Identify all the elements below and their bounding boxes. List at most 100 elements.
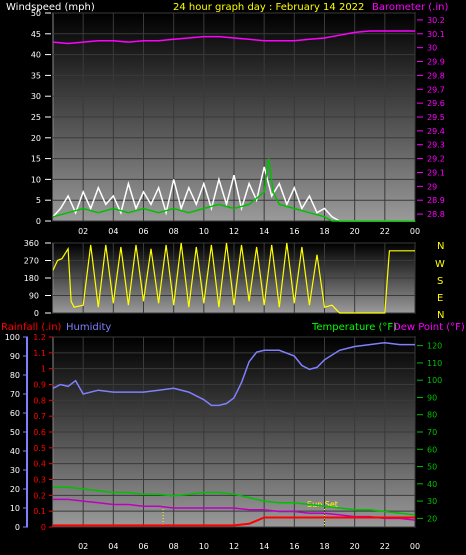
rain-tick-label: 0.8 xyxy=(33,396,46,405)
rain-tick-label: 1.1 xyxy=(33,349,46,358)
humidity-series-line xyxy=(52,341,415,407)
p1-right-tick-label: 28.9 xyxy=(427,196,445,205)
temp-tick-label: 120 xyxy=(427,342,442,351)
temp-tick-label: 40 xyxy=(427,480,437,489)
compass-n-top: N xyxy=(437,241,444,252)
dewpoint-axis-label: Dew Point (°F) xyxy=(393,322,465,333)
p3-x-tick-label: 18 xyxy=(319,542,329,551)
temp-tick-label: 50 xyxy=(427,463,437,472)
compass-n-bottom: N xyxy=(437,310,444,321)
temp-tick-label: 20 xyxy=(427,514,437,523)
humidity-tick-label: 30 xyxy=(10,466,20,475)
rain-tick-label: 0.5 xyxy=(33,444,46,453)
p2-left-tick-label: 90 xyxy=(29,292,39,301)
p1-right-tick-label: 29.7 xyxy=(427,85,445,94)
wind-direction-series-line xyxy=(52,242,415,314)
p1-x-tick-label: 10 xyxy=(199,227,209,236)
p1-right-tick-label: 28.8 xyxy=(427,210,445,219)
p1-right-tick-label: 29.5 xyxy=(427,113,445,122)
sunset-label: Sun Set xyxy=(307,500,338,509)
p1-left-tick-label: 25 xyxy=(31,113,41,122)
p3-x-tick-label: 04 xyxy=(108,542,118,551)
p1-right-tick-label: 29.6 xyxy=(427,99,445,108)
p1-x-tick-label: 04 xyxy=(108,227,118,236)
rain-tick-label: 0.7 xyxy=(33,412,46,421)
p3-x-tick-label: 22 xyxy=(380,542,390,551)
p2-left-tick-label: 360 xyxy=(24,239,39,248)
p1-right-tick-label: 29.3 xyxy=(427,141,445,150)
barometer-axis-label: Barometer (.in) xyxy=(372,2,448,13)
p3-x-tick-label: 16 xyxy=(289,542,299,551)
p3-x-tick-label: 10 xyxy=(199,542,209,551)
rain-tick-label: 0.1 xyxy=(33,507,46,516)
p1-right-tick-label: 29.4 xyxy=(427,127,445,136)
graph-title: 24 hour graph day : February 14 2022 xyxy=(173,2,364,13)
p1-left-tick-label: 45 xyxy=(31,30,41,39)
p1-left-tick-label: 10 xyxy=(31,175,41,184)
p3-x-tick-label: 00 xyxy=(410,542,420,551)
p1-x-tick-label: 22 xyxy=(380,227,390,236)
p1-left-tick-label: 30 xyxy=(31,92,41,101)
humidity-tick-label: 50 xyxy=(10,428,20,437)
p1-left-tick-label: 20 xyxy=(31,134,41,143)
temperature-axis-label: Temperature (°F) xyxy=(311,322,397,333)
temp-tick-label: 30 xyxy=(427,497,437,506)
humidity-tick-label: 80 xyxy=(10,371,20,380)
p1-x-tick-label: 18 xyxy=(319,227,329,236)
rainfall-axis-label: Rainfall (.in) xyxy=(1,322,62,333)
p1-right-tick-label: 30.1 xyxy=(427,30,445,39)
p1-x-tick-label: 12 xyxy=(229,227,239,236)
p1-left-tick-label: 5 xyxy=(36,196,41,205)
rain-tick-label: 0 xyxy=(41,523,46,532)
rain-tick-label: 1 xyxy=(41,365,46,374)
windspeed-series-line xyxy=(52,166,415,222)
barometer-series-line xyxy=(52,30,415,45)
p3-x-tick-label: 08 xyxy=(169,542,179,551)
rain-tick-label: 1.2 xyxy=(33,333,46,342)
p2-left-tick-label: 270 xyxy=(24,257,39,266)
p3-x-tick-label: 20 xyxy=(350,542,360,551)
p1-right-tick-label: 30 xyxy=(427,44,437,53)
temp-tick-label: 100 xyxy=(427,376,442,385)
rain-tick-label: 0.3 xyxy=(33,476,46,485)
humidity-tick-label: 10 xyxy=(10,504,20,513)
p1-right-tick-label: 29 xyxy=(427,182,437,191)
p3-x-tick-label: 12 xyxy=(229,542,239,551)
p1-right-tick-label: 29.1 xyxy=(427,168,445,177)
p1-right-tick-label: 29.8 xyxy=(427,71,445,80)
p1-left-tick-label: 35 xyxy=(31,71,41,80)
p1-left-tick-label: 40 xyxy=(31,51,41,60)
windspeed-axis-label: Windspeed (mph) xyxy=(6,2,95,13)
p3-x-tick-label: 06 xyxy=(138,542,148,551)
compass-s: S xyxy=(437,276,443,287)
p1-x-tick-label: 20 xyxy=(350,227,360,236)
p3-x-tick-label: 02 xyxy=(78,542,88,551)
p2-left-tick-label: 180 xyxy=(24,274,39,283)
temperature-series-line xyxy=(53,486,416,516)
p1-left-tick-label: 15 xyxy=(31,155,41,164)
humidity-tick-label: 20 xyxy=(10,485,20,494)
temp-tick-label: 80 xyxy=(427,411,437,420)
humidity-tick-label: 40 xyxy=(10,447,20,456)
humidity-tick-label: 0 xyxy=(15,523,20,532)
p1-left-tick-label: 50 xyxy=(31,9,41,18)
compass-w: W xyxy=(435,259,445,270)
p3-x-tick-label: 14 xyxy=(259,542,269,551)
p1-x-tick-label: 14 xyxy=(259,227,269,236)
p1-right-tick-label: 30.2 xyxy=(427,16,445,25)
temp-tick-label: 60 xyxy=(427,445,437,454)
humidity-tick-label: 60 xyxy=(10,409,20,418)
temp-tick-label: 70 xyxy=(427,428,437,437)
p1-right-tick-label: 29.9 xyxy=(427,58,445,67)
p1-x-tick-label: 06 xyxy=(138,227,148,236)
humidity-tick-label: 70 xyxy=(10,390,20,399)
p1-x-tick-label: 00 xyxy=(410,227,420,236)
gust-series-line xyxy=(52,158,415,222)
humidity-tick-label: 100 xyxy=(5,333,20,342)
p1-right-tick-label: 29.2 xyxy=(427,155,445,164)
rain-tick-label: 0.6 xyxy=(33,428,46,437)
p1-x-tick-label: 16 xyxy=(289,227,299,236)
p2-left-tick-label: 0 xyxy=(34,309,39,318)
